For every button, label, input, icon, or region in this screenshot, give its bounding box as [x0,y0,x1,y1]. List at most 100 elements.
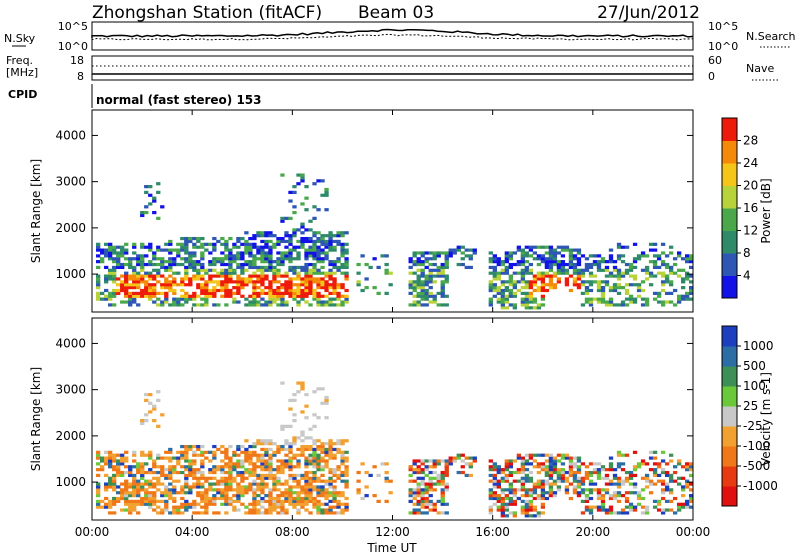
range-time-cell [212,468,217,472]
range-time-cell [304,300,309,304]
range-time-cell [588,262,594,267]
range-time-cell [340,234,345,238]
range-time-cell [164,265,169,270]
range-time-cell [184,245,189,249]
range-time-cell [124,456,129,460]
range-time-cell [260,248,265,252]
range-time-cell [152,485,157,489]
range-time-cell [208,294,213,298]
range-time-cell [504,505,509,509]
colorbar-swatch [722,230,737,254]
range-time-cell [316,459,321,463]
range-time-cell [584,265,590,270]
range-time-cell [128,260,133,264]
range-time-cell [584,291,590,295]
range-time-cell [536,511,542,515]
range-time-cell [544,496,550,501]
range-time-cell [432,502,437,506]
range-time-cell [256,286,261,290]
range-time-cell [668,265,674,270]
range-time-cell [288,234,293,238]
range-time-cell [360,254,365,258]
range-time-cell [316,179,321,183]
range-time-cell [384,479,389,483]
range-time-cell [576,470,582,475]
range-time-cell [268,447,273,452]
range-time-cell [496,496,501,501]
range-time-cell [524,245,530,249]
range-time-cell [312,488,317,492]
range-time-cell [256,485,261,489]
range-time-cell [652,242,658,246]
range-time-cell [268,280,273,284]
range-time-cell [636,254,642,258]
range-time-cell [248,485,253,489]
range-time-cell [296,491,301,495]
range-time-cell [172,496,177,501]
colorbar-tick-label: 28 [743,134,758,148]
range-time-cell [564,283,570,287]
range-time-cell [184,456,189,460]
range-time-cell [324,447,329,452]
range-time-cell [548,260,554,264]
range-time-cell [148,485,153,489]
range-time-cell [604,473,610,478]
range-time-cell [656,473,662,478]
range-time-cell [300,176,305,180]
range-time-cell [328,447,333,452]
range-time-cell [616,277,622,281]
range-time-cell [532,245,538,249]
range-time-cell [212,291,217,295]
range-time-cell [276,260,281,264]
range-time-cell [220,268,225,272]
range-time-cell [580,499,586,503]
range-time-cell [616,482,622,486]
range-time-cell [104,277,109,281]
range-time-cell [660,511,666,515]
range-time-cell [128,491,133,495]
range-time-cell [676,502,682,506]
range-time-cell [680,476,686,480]
range-time-cell [176,511,181,515]
range-time-cell [520,303,526,307]
range-time-cell [232,453,237,457]
range-time-cell [156,297,161,301]
range-time-cell [596,283,602,287]
range-time-cell [532,251,538,255]
range-time-cell [312,442,317,446]
range-time-cell [264,439,269,443]
range-time-cell [524,251,530,255]
range-time-cell [672,257,678,261]
range-time-cell [660,482,666,486]
range-time-cell [152,196,157,200]
range-time-cell [492,271,497,275]
range-time-cell [220,476,225,480]
range-time-cell [632,468,638,472]
range-time-cell [228,274,233,278]
range-time-cell [108,254,113,258]
range-time-cell [288,485,293,489]
colorbar-tick-label: 20 [743,179,758,193]
range-time-cell [340,248,345,252]
range-time-cell [200,499,205,503]
range-time-cell [648,456,654,460]
range-time-cell [156,505,161,509]
range-time-cell [616,303,622,307]
range-time-cell [192,482,197,486]
range-time-cell [312,447,317,452]
range-time-cell [464,462,469,466]
range-time-cell [224,262,229,267]
range-time-cell [304,265,309,270]
range-time-cell [552,456,558,460]
range-time-cell [248,450,253,454]
range-time-cell [268,268,273,272]
range-time-cell [272,468,277,472]
range-time-cell [160,274,165,278]
range-time-cell [508,488,513,492]
range-time-cell [304,462,309,466]
range-time-cell [520,277,526,281]
range-time-cell [292,271,297,275]
range-time-cell [192,476,197,480]
range-time-cell [572,283,578,287]
range-time-cell [340,479,345,483]
